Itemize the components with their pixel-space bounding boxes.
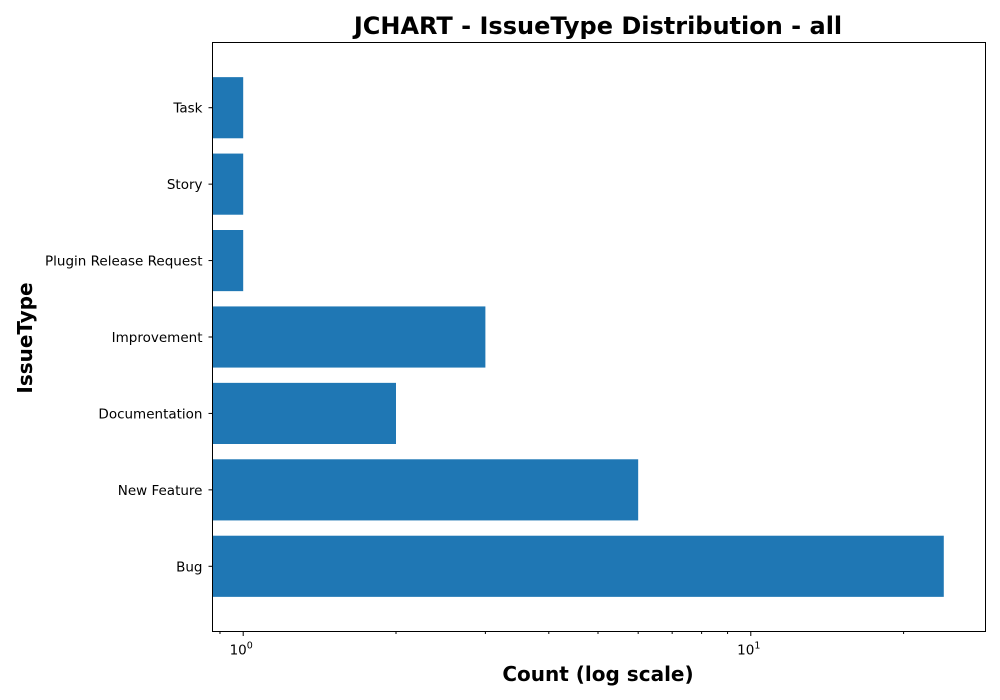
bar-bug: [212, 535, 944, 597]
bar-plugin-release-request: [212, 230, 244, 292]
x-axis-ticks: 100 101: [219, 631, 905, 659]
x-tick-label: 100: [230, 641, 253, 659]
y-tick-label: Improvement: [112, 330, 203, 346]
bar-task: [212, 77, 244, 139]
y-tick-label: Task: [172, 101, 202, 117]
y-tick-label: Bug: [176, 559, 202, 575]
chart-title: JCHART - IssueType Distribution - all: [352, 12, 842, 40]
bar-improvement: [212, 306, 486, 368]
y-tick-label: Story: [167, 177, 203, 193]
y-tick-label: Documentation: [98, 406, 202, 422]
y-axis-label: IssueType: [13, 282, 37, 393]
y-tick-label: New Feature: [118, 483, 203, 499]
bar-documentation: [212, 382, 396, 444]
bar-story: [212, 153, 244, 215]
x-tick-label: 101: [737, 641, 760, 659]
x-axis-label: Count (log scale): [502, 662, 693, 686]
y-axis-ticks: Bug New Feature Documentation Improvement Pl…: [45, 101, 213, 575]
plot-frame: [212, 42, 986, 632]
y-tick-label: Plugin Release Request: [45, 254, 203, 270]
bar-new-feature: [212, 459, 639, 521]
bars-group: [212, 77, 944, 597]
